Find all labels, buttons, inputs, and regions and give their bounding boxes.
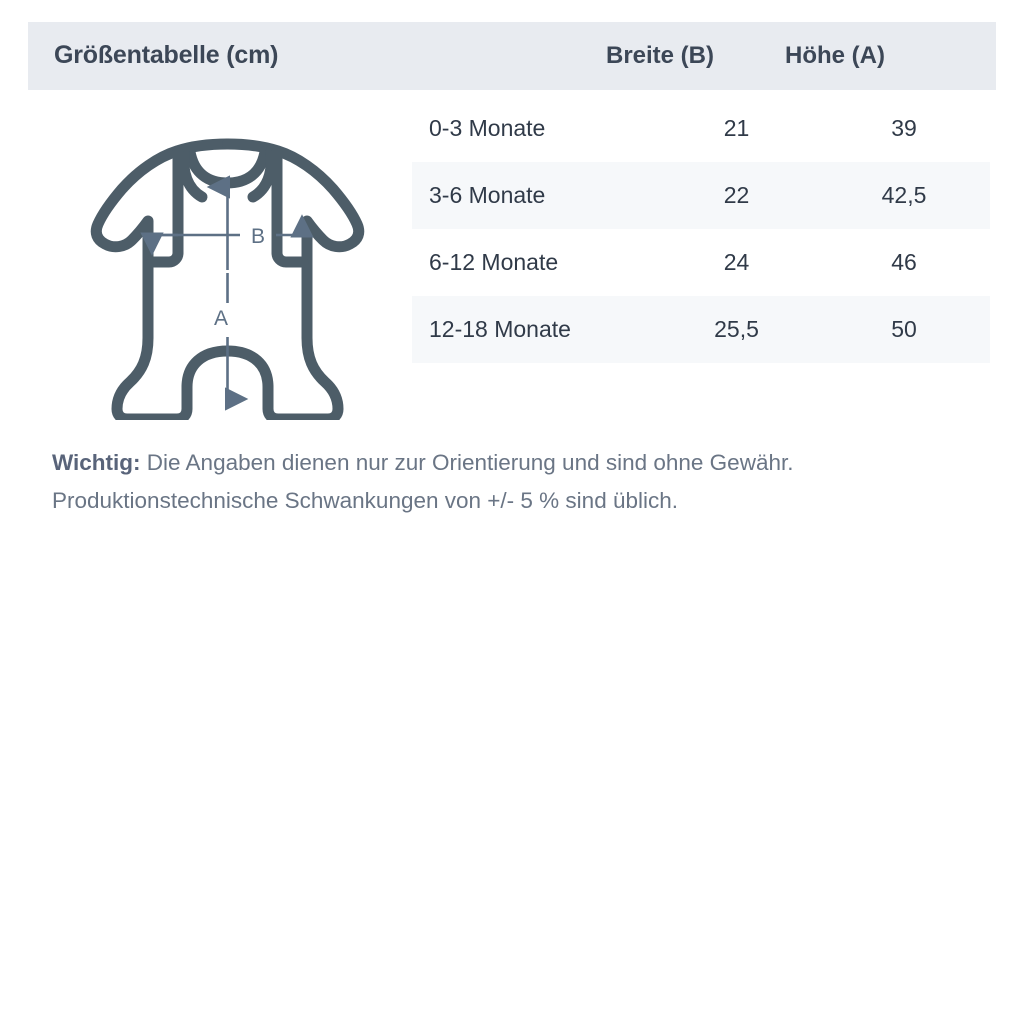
cell-width: 24 xyxy=(723,249,750,275)
table-header-band xyxy=(28,22,996,90)
table-row[interactable]: 6-12 Monate 24 46 xyxy=(412,229,990,296)
cell-height: 42,5 xyxy=(881,182,927,208)
column-header-height: Höhe (A) xyxy=(785,42,885,69)
cell-width: 21 xyxy=(723,115,750,141)
disclaimer-line-2: Produktionstechnische Schwankungen von +… xyxy=(52,488,679,513)
disclaimer-line-1: Die Angaben dienen nur zur Orientierung … xyxy=(140,450,794,475)
cell-height: 50 xyxy=(891,316,917,342)
cell-size: 0-3 Monate xyxy=(429,115,546,141)
disclaimer-emphasis: Wichtig: xyxy=(52,450,141,475)
cell-size: 3-6 Monate xyxy=(429,182,546,208)
table-row[interactable]: 12-18 Monate 25,5 50 xyxy=(412,296,990,363)
measure-label-b: B xyxy=(251,225,265,248)
cell-width: 22 xyxy=(723,182,750,208)
cell-height: 46 xyxy=(891,249,917,275)
page-title: Größentabelle (cm) xyxy=(54,41,279,69)
bodysuit-diagram-icon: A B xyxy=(80,125,375,420)
size-table-rows: 0-3 Monate 21 39 3-6 Monate 22 42,5 6-12… xyxy=(412,95,990,363)
measure-label-a: A xyxy=(214,307,228,330)
column-header-width: Breite (B) xyxy=(605,42,714,69)
table-row[interactable]: 3-6 Monate 22 42,5 xyxy=(412,162,990,229)
cell-size: 12-18 Monate xyxy=(429,316,571,342)
cell-width: 25,5 xyxy=(714,316,759,342)
cell-height: 39 xyxy=(891,115,917,141)
disclaimer-note: Wichtig: Die Angaben dienen nur zur Orie… xyxy=(52,444,992,520)
cell-size: 6-12 Monate xyxy=(429,249,559,275)
table-row[interactable]: 0-3 Monate 21 39 xyxy=(412,95,990,162)
